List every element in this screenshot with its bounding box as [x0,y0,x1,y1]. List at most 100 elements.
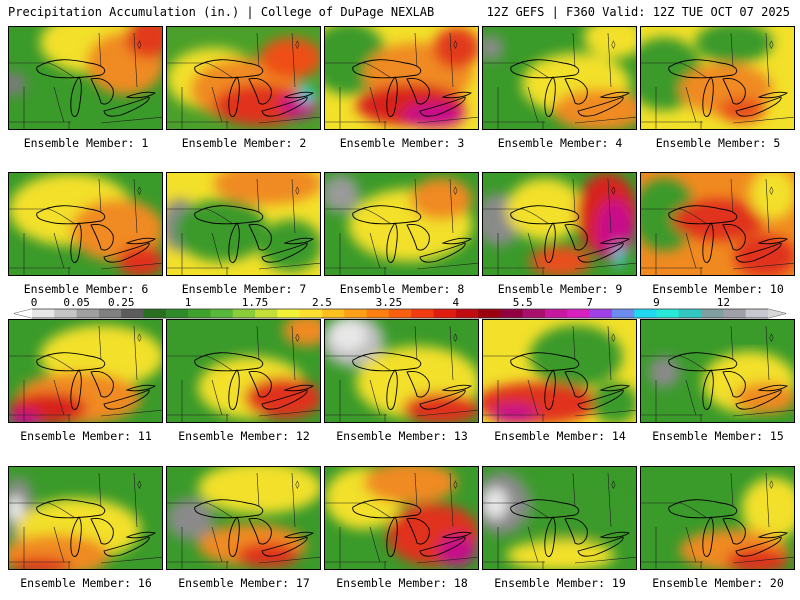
state-border [133,472,138,528]
state-border [765,472,770,528]
precip-region [490,403,538,422]
lake-outline [668,59,738,79]
lake-outline [228,369,240,410]
station-marker: ◊ [769,40,774,49]
station-marker: ◊ [295,186,300,195]
state-border [100,556,162,564]
precip-region [695,27,773,64]
station-marker: ◊ [453,40,458,49]
lake-outline [735,242,782,263]
state-border [256,32,260,68]
station-marker: ◊ [611,40,616,49]
state-border [325,502,391,518]
precip-region [433,27,478,69]
lake-outline [419,389,466,410]
lake-outline [90,371,114,398]
run-info: 12Z GEFS | F360 Valid: 12Z TUE OCT 07 20… [486,5,790,19]
lake-outline [125,237,157,245]
precip-map: ◊ [483,320,636,422]
state-border [369,232,381,269]
colorbar-bin [701,309,724,318]
ensemble-member-label: Ensemble Member: 4 [497,136,623,150]
lake-outline [125,384,157,392]
lake-outline [90,518,114,545]
station-marker: ◊ [769,186,774,195]
ensemble-member-label: Ensemble Member: 12 [178,429,310,443]
colorbar-bin [500,309,524,318]
precip-region [236,542,299,568]
state-border [211,232,223,269]
lake-outline [36,205,106,225]
state-border [325,208,391,224]
lake-outline [125,531,157,539]
lake-outline [510,499,580,519]
station-marker: ◊ [137,333,142,342]
lake-outline [283,237,315,245]
state-border [133,178,138,234]
colorbar-bin [76,309,100,318]
precip-map: ◊ [483,467,636,569]
ensemble-map-panel: ◊ [482,172,637,276]
colorbar-bin [745,309,769,318]
state-border [607,472,612,528]
ensemble-map-panel: ◊ [324,26,479,130]
ensemble-map-panel: ◊ [166,172,321,276]
precip-region [125,27,162,59]
lake-outline [406,224,430,251]
station-marker: ◊ [453,186,458,195]
ensemble-map-panel: ◊ [482,319,637,423]
ensemble-map-panel: ◊ [8,319,163,423]
precip-map: ◊ [9,173,162,275]
lake-outline [722,78,746,105]
state-border [256,472,260,508]
state-border [211,86,223,123]
state-border [765,178,770,234]
precip-region [325,175,360,213]
state-border [291,32,296,88]
colorbar-bin [478,309,501,318]
colorbar-bin [589,309,613,318]
state-border [53,86,65,123]
lake-outline [702,222,714,263]
state-border [732,262,794,270]
precip-map: ◊ [167,173,320,275]
state-border [572,32,576,68]
station-marker: ◊ [769,480,774,489]
colorbar-bin [522,309,546,318]
state-border [527,232,539,269]
precip-region [9,496,23,522]
lake-outline [125,91,157,99]
precip-region [672,199,765,241]
lake-outline [352,205,422,225]
lake-outline [248,78,272,105]
ensemble-map-panel: ◊ [482,26,637,130]
lake-outline [419,536,466,557]
station-marker: ◊ [611,186,616,195]
state-border [449,32,454,88]
lake-outline [261,96,308,117]
state-border [167,355,233,371]
ensemble-member-label: Ensemble Member: 19 [494,576,626,590]
state-border [416,409,478,417]
lake-outline [564,518,588,545]
lake-outline [419,242,466,263]
precip-region [483,35,504,61]
state-border [732,409,794,417]
lake-outline [544,369,556,410]
lake-outline [70,516,82,557]
state-border [730,325,734,361]
lake-outline [352,352,422,372]
state-border [416,262,478,270]
colorbar-bin [567,309,591,318]
state-border [483,62,549,78]
state-border [291,325,296,381]
state-border [641,208,707,224]
state-border [258,262,320,270]
lake-outline [103,389,150,410]
state-border [291,178,296,234]
lake-outline [103,536,150,557]
ensemble-member-label: Ensemble Member: 18 [336,576,468,590]
ensemble-member-label: Ensemble Member: 15 [652,429,784,443]
state-border [211,526,223,563]
lake-outline [194,499,264,519]
